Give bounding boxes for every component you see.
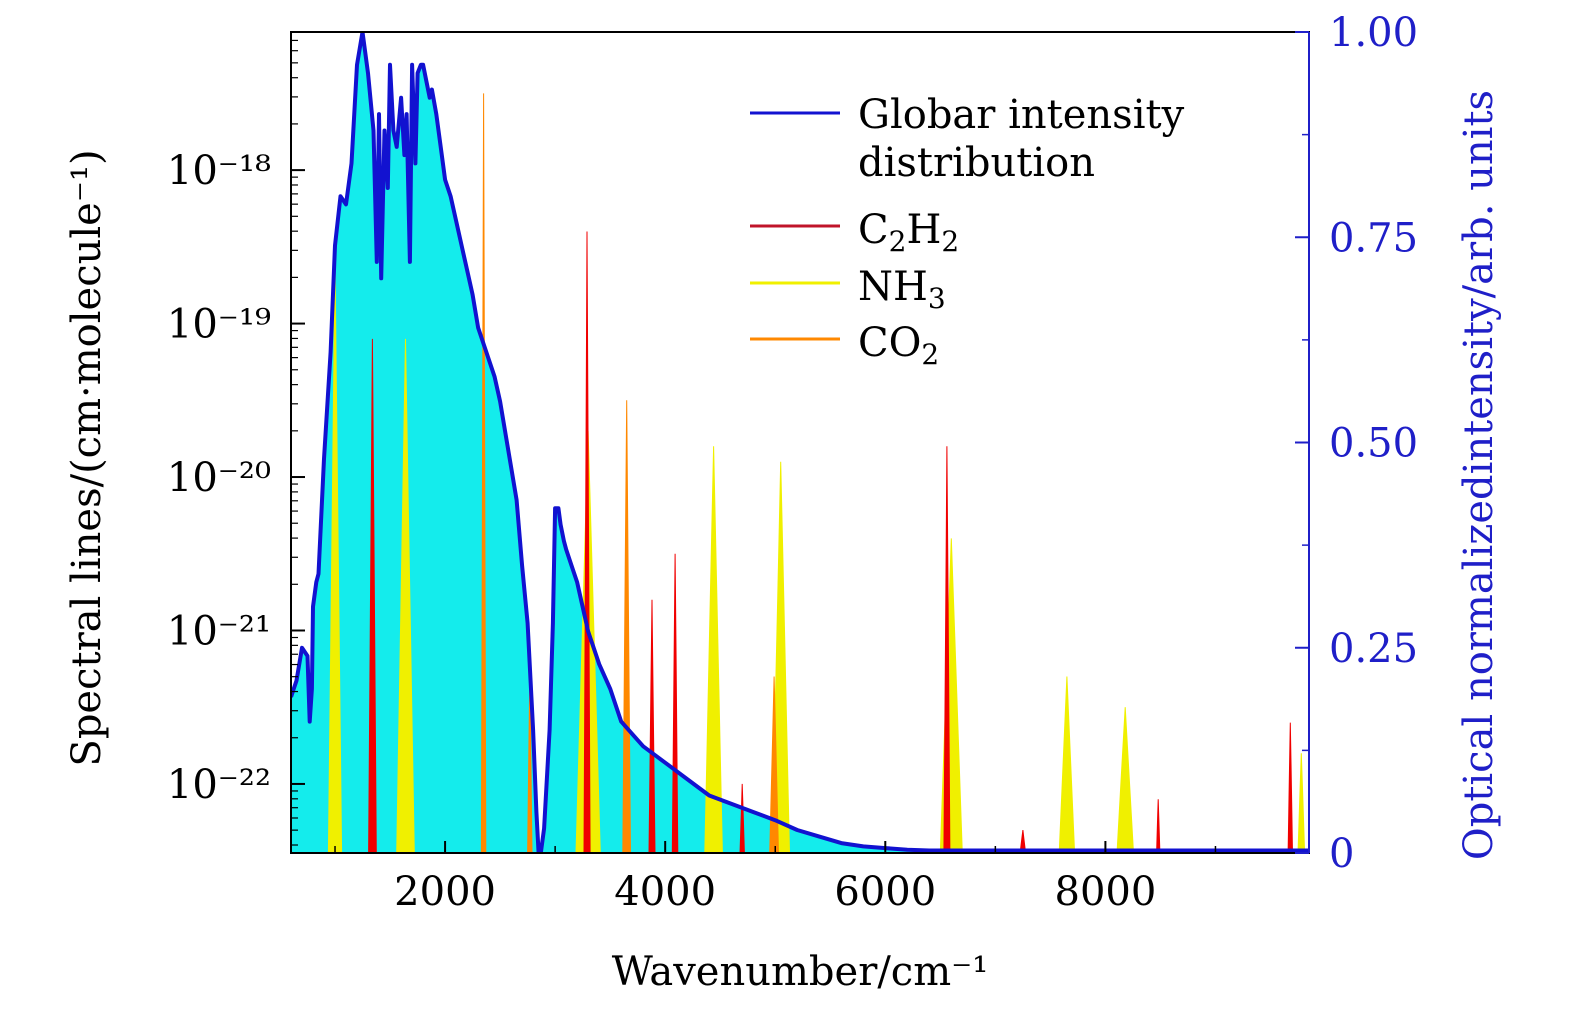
legend-label-globar-line1: Globar intensity: [858, 92, 1185, 138]
c2h2-band-4: [739, 783, 745, 853]
y-left-tick-label: 10⁻²⁰: [167, 455, 271, 501]
x-tick-label-8000: 8000: [1055, 869, 1157, 915]
nh3-band-6: [1058, 676, 1076, 853]
y-right-tick-label: 0.75: [1329, 215, 1418, 261]
x-axis-title: Wavenumber/cm⁻¹: [612, 949, 989, 995]
y-left-tick-label: 10⁻²¹: [167, 608, 271, 654]
c2h2-band-1: [583, 231, 591, 853]
globar-area-fill: [291, 32, 1309, 853]
globar-line-layer: [291, 32, 1309, 853]
legend-label-c2h2: C2H2: [858, 207, 959, 258]
nh3-band-7: [1116, 707, 1135, 853]
x-tick-label-4000: 4000: [614, 869, 716, 915]
legend-label-co2: CO2: [858, 320, 939, 371]
y-right-tick-label: 0.25: [1329, 626, 1418, 672]
legend: Globar intensity distribution C2H2 NH3 C…: [750, 92, 1185, 371]
y-axis-right-title: Optical normalizedintensity/arb. units: [1456, 90, 1502, 860]
co2-band-0: [480, 93, 487, 853]
globar-intensity-line: [291, 32, 1309, 853]
y-right-tick-label: 1.00: [1329, 10, 1418, 56]
nh3-band-5: [939, 538, 963, 853]
c2h2-band-2: [648, 599, 656, 853]
c2h2-band-8: [1287, 722, 1294, 853]
plot-area: [291, 32, 1309, 853]
globar-fill-layer: [291, 32, 1309, 853]
y-left-tick-label: 10⁻¹⁹: [167, 302, 271, 348]
legend-label-globar-line2: distribution: [858, 140, 1095, 186]
absorption-bands-layer: [327, 93, 1306, 853]
legend-label-nh3: NH3: [858, 264, 946, 315]
y-left-tick-label: 10⁻²²: [167, 762, 271, 808]
c2h2-band-7: [1156, 799, 1161, 853]
nh3-band-0: [327, 262, 343, 853]
y-axis-left-title: Spectral lines/(cm·molecule⁻¹): [64, 149, 110, 766]
c2h2-band-3: [671, 553, 679, 853]
co2-band-2: [622, 400, 632, 853]
ticks: 2000 4000 6000 8000 10⁻²² 10⁻²¹ 10⁻²⁰ 10⁻¹⁹ 10⁻¹…: [167, 10, 1418, 915]
c2h2-band-5: [943, 446, 951, 853]
c2h2-band-6: [1019, 829, 1027, 853]
nh3-band-8: [1297, 753, 1306, 853]
c2h2-band-0: [368, 338, 377, 853]
x-tick-label-6000: 6000: [834, 869, 936, 915]
y-right-tick-label: 0: [1329, 831, 1354, 877]
y-left-tick-label: 10⁻¹⁸: [167, 148, 271, 194]
co2-band-3: [769, 676, 780, 853]
nh3-band-3: [704, 446, 723, 853]
x-tick-label-2000: 2000: [394, 869, 496, 915]
nh3-band-1: [396, 338, 415, 853]
y-right-tick-label: 0.50: [1329, 421, 1418, 467]
